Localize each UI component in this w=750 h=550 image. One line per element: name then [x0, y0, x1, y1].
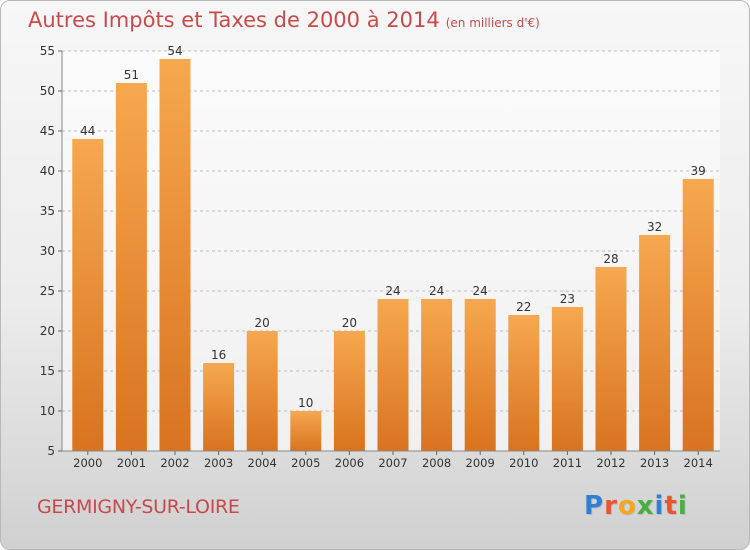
- x-tick-label: 2011: [553, 456, 582, 470]
- logo-letter: i: [677, 491, 688, 521]
- logo-letter: i: [654, 491, 665, 521]
- bar-2005: [290, 411, 322, 451]
- bar-2006: [333, 331, 365, 451]
- y-tick-label: 10: [40, 404, 55, 418]
- chart-unit: (en milliers d'€): [445, 16, 540, 30]
- x-tick-label: 2005: [291, 456, 320, 470]
- logo-letter: o: [617, 491, 637, 521]
- bar-2002: [159, 59, 191, 451]
- x-tick-label: 2014: [684, 456, 713, 470]
- bar-value-label: 20: [342, 316, 357, 330]
- x-tick-label: 2004: [248, 456, 277, 470]
- y-tick-label: 15: [40, 364, 55, 378]
- bar-2003: [203, 363, 235, 451]
- bar-value-label: 20: [255, 316, 270, 330]
- bar-value-label: 51: [124, 68, 139, 82]
- x-tick-label: 2008: [422, 456, 451, 470]
- proxiti-logo[interactable]: Proxiti: [584, 491, 688, 521]
- commune-name: GERMIGNY-SUR-LOIRE: [37, 496, 240, 518]
- x-tick-label: 2002: [160, 456, 189, 470]
- y-tick-label: 25: [40, 284, 55, 298]
- x-tick-label: 2006: [335, 456, 364, 470]
- bars-layer: 44 51 54 16 20 10 20 24 24 24 22 23 28 32 39: [72, 44, 714, 451]
- bar-2012: [595, 267, 627, 451]
- x-tick-label: 2009: [466, 456, 495, 470]
- y-tick-label: 55: [40, 44, 55, 58]
- bar-2010: [508, 315, 540, 451]
- bar-2007: [377, 299, 409, 451]
- bar-value-label: 23: [560, 292, 575, 306]
- y-tick-label: 30: [40, 244, 55, 258]
- bar-value-label: 54: [167, 44, 182, 58]
- bar-value-label: 32: [647, 220, 662, 234]
- axis-layer: 5 10 15 20 25 30 35 40 45 50 55 2000 2001 2002 2003 200…: [40, 44, 720, 470]
- y-tick-label: 20: [40, 324, 55, 338]
- bar-2009: [464, 299, 496, 451]
- bar-value-label: 24: [429, 284, 444, 298]
- x-tick-label: 2013: [640, 456, 669, 470]
- bar-2014: [682, 179, 714, 451]
- bar-value-label: 10: [298, 396, 313, 410]
- y-tick-label: 5: [47, 444, 55, 458]
- bar-2000: [72, 139, 104, 451]
- bar-value-label: 24: [473, 284, 488, 298]
- bar-value-label: 16: [211, 348, 226, 362]
- bar-2008: [421, 299, 453, 451]
- bar-value-label: 24: [385, 284, 400, 298]
- logo-letter: r: [604, 491, 618, 521]
- chart-title: Autres Impôts et Taxes de 2000 à 2014 (en…: [28, 8, 540, 32]
- y-tick-label: 40: [40, 164, 55, 178]
- x-tick-label: 2012: [596, 456, 625, 470]
- bar-value-label: 44: [80, 124, 95, 138]
- bar-value-label: 28: [603, 252, 618, 266]
- y-tick-label: 35: [40, 204, 55, 218]
- x-tick-label: 2001: [117, 456, 146, 470]
- x-tick-label: 2010: [509, 456, 538, 470]
- bar-2004: [246, 331, 278, 451]
- x-tick-label: 2003: [204, 456, 233, 470]
- y-tick-label: 45: [40, 124, 55, 138]
- logo-letter: x: [636, 491, 655, 521]
- bar-2001: [115, 83, 147, 451]
- x-tick-label: 2000: [73, 456, 102, 470]
- chart-title-text: Autres Impôts et Taxes de 2000 à 2014: [28, 8, 440, 32]
- bar-value-label: 22: [516, 300, 531, 314]
- y-tick-label: 50: [40, 84, 55, 98]
- bar-2011: [551, 307, 583, 451]
- logo-letter: P: [584, 491, 605, 521]
- x-tick-label: 2007: [378, 456, 407, 470]
- logo-letter: t: [664, 491, 678, 521]
- bar-2013: [639, 235, 671, 451]
- bar-value-label: 39: [691, 164, 706, 178]
